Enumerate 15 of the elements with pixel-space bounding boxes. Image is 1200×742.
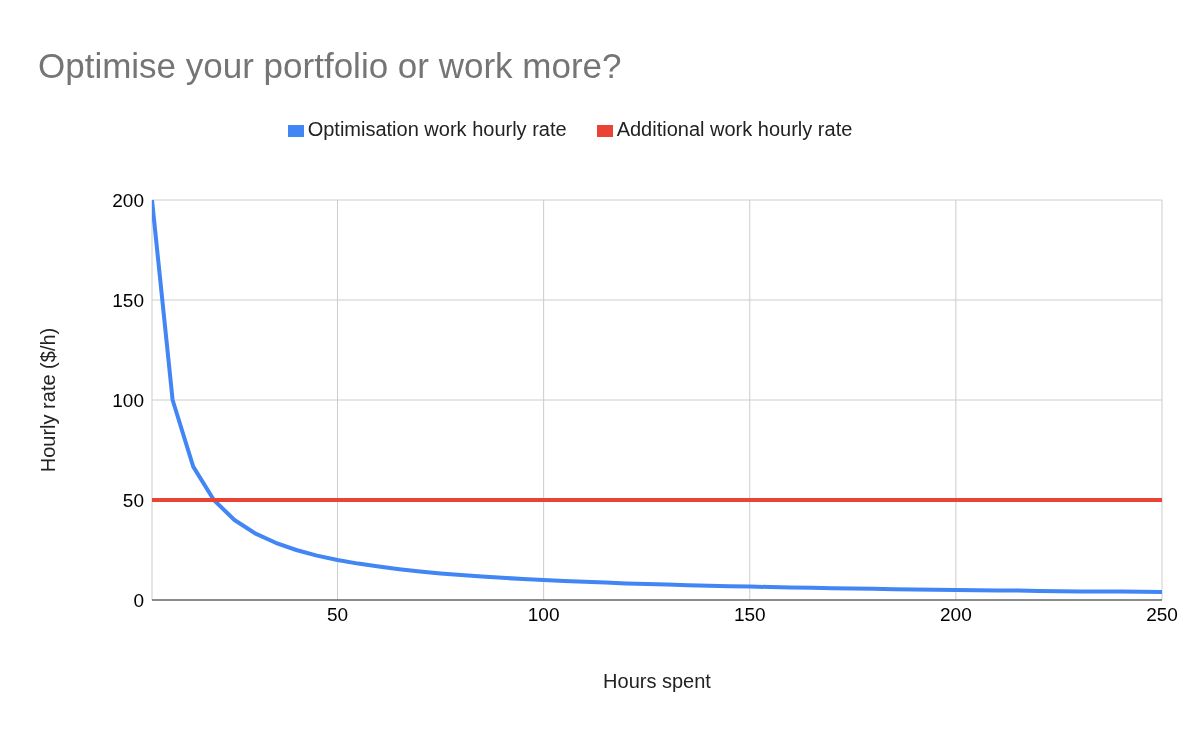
- chart-title: Optimise your portfolio or work more?: [38, 46, 622, 86]
- y-tick-label: 0: [133, 589, 144, 611]
- legend-label: Additional work hourly rate: [616, 118, 853, 140]
- legend-label: Optimisation work hourly rate: [307, 118, 567, 140]
- x-tick-label: 250: [1146, 604, 1178, 626]
- x-tick-label: 200: [940, 604, 972, 626]
- y-tick-label: 200: [112, 189, 144, 211]
- x-tick-label: 100: [527, 604, 560, 626]
- x-tick-label: 150: [733, 604, 766, 626]
- y-axis-title: Hourly rate ($/h): [37, 327, 60, 473]
- y-tick-label: 100: [112, 389, 144, 411]
- x-tick-label: 50: [326, 604, 349, 626]
- y-tick-label: 150: [112, 289, 144, 311]
- y-tick-label: 50: [122, 489, 144, 511]
- x-axis-title: Hours spent: [603, 670, 712, 693]
